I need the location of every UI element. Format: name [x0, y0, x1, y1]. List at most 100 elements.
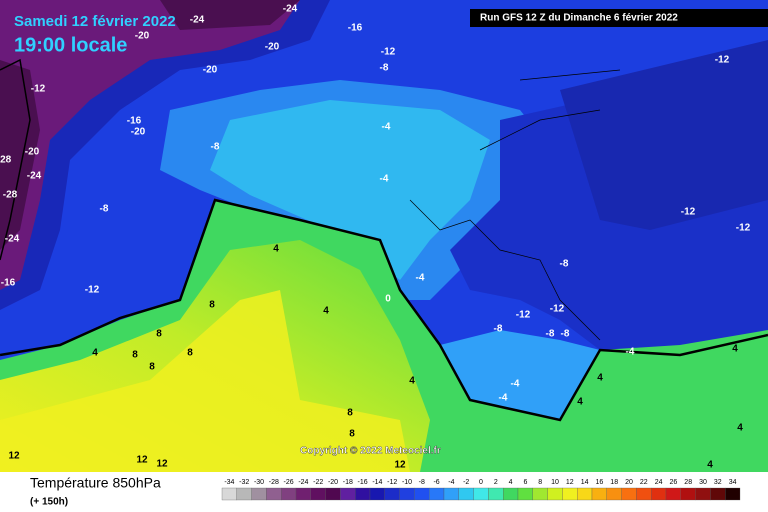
legend-label: 6 — [523, 479, 527, 486]
contour-label: -24 — [283, 4, 298, 15]
legend-swatch — [458, 487, 474, 501]
legend-swatch — [503, 487, 519, 501]
contour-label: 12 — [136, 455, 148, 466]
run-box — [470, 9, 768, 27]
legend-swatch — [488, 487, 504, 501]
contour-label: -8 — [380, 63, 389, 74]
legend-label: 4 — [509, 479, 513, 486]
contour-label: -4 — [626, 347, 635, 358]
legend-label: 8 — [538, 479, 542, 486]
legend-swatch — [473, 487, 489, 501]
contour-label: -4 — [416, 273, 425, 284]
contour-label: -16 — [127, 116, 142, 127]
legend-swatch — [340, 487, 356, 501]
contour-label: 4 — [707, 460, 713, 471]
legend-label: -10 — [402, 479, 412, 486]
contour-label: -20 — [203, 65, 218, 76]
contour-label: 8 — [149, 362, 155, 373]
footer-title: Température 850hPa — [30, 475, 161, 491]
legend-swatch — [399, 487, 415, 501]
contour-label: -28 — [0, 155, 12, 166]
contour-label: 8 — [156, 329, 162, 340]
map-background — [0, 0, 768, 472]
contour-label: 12 — [394, 460, 406, 471]
contour-labels: -24 -24 -20 -16 -20 -12 -20 -8 -12 -12 -16 -20 -4 -8 -… — [0, 4, 751, 471]
legend-swatch — [251, 487, 267, 501]
run-info: Run GFS 12 Z du Dimanche 6 février 2022 — [480, 13, 678, 24]
legend-swatch — [636, 487, 652, 501]
contour-label: 4 — [597, 373, 603, 384]
legend-swatch — [680, 487, 696, 501]
contour-label: 8 — [209, 300, 215, 311]
legend-swatch — [384, 487, 400, 501]
legend-swatch — [369, 487, 385, 501]
map-time: 19:00 locale — [14, 34, 127, 56]
contour-label: -20 — [25, 147, 40, 158]
legend-label: 34 — [729, 479, 737, 486]
legend-swatch — [562, 487, 578, 501]
contour-label: -8 — [546, 329, 555, 340]
contour-label: -4 — [499, 393, 508, 404]
legend-label: 18 — [610, 479, 618, 486]
contour-label: 4 — [323, 306, 329, 317]
contour-label: -20 — [265, 42, 280, 53]
map-date: Samedi 12 février 2022 — [14, 13, 176, 30]
color-legend: -34 -32 -30 -28 -26 -24 -22 -20 -18 -16 -14 -12 -10-… — [221, 479, 741, 501]
legend-label: 20 — [625, 479, 633, 486]
contour-label: 4 — [577, 397, 583, 408]
legend-swatch — [725, 487, 741, 501]
legend-label: -24 — [298, 479, 308, 486]
legend-swatch — [310, 487, 326, 501]
contour-label: -16 — [1, 278, 16, 289]
legend-swatch — [325, 487, 341, 501]
contour-label: -12 — [516, 310, 531, 321]
contour-label: 4 — [273, 244, 279, 255]
legend-swatch — [532, 487, 548, 501]
contour-label: 4 — [732, 344, 738, 355]
contour-label: -12 — [85, 285, 100, 296]
legend-label: 26 — [670, 479, 678, 486]
legend-swatch — [266, 487, 282, 501]
contour-label: -20 — [135, 31, 150, 42]
contour-label: 8 — [347, 408, 353, 419]
contour-label: 0 — [385, 294, 391, 305]
legend-label: 12 — [566, 479, 574, 486]
legend-swatch — [651, 487, 667, 501]
legend-swatch — [295, 487, 311, 501]
legend-swatch — [591, 487, 607, 501]
legend-label: 22 — [640, 479, 648, 486]
legend-label: -20 — [328, 479, 338, 486]
legend-label: -18 — [343, 479, 353, 486]
legend-label: 14 — [581, 479, 589, 486]
legend-label: -34 — [224, 479, 234, 486]
contour-label: -8 — [494, 324, 503, 335]
legend-swatch — [517, 487, 533, 501]
legend-label: -16 — [358, 479, 368, 486]
legend-label: 0 — [479, 479, 483, 486]
legend-swatch — [355, 487, 371, 501]
contour-label: -12 — [681, 207, 696, 218]
legend-swatch — [443, 487, 459, 501]
legend-label: 30 — [699, 479, 707, 486]
contour-label: 8 — [349, 429, 355, 440]
legend-label: 32 — [714, 479, 722, 486]
contour-label: -16 — [348, 23, 363, 34]
legend-swatch — [236, 487, 252, 501]
legend-swatch — [710, 487, 726, 501]
legend-label: -12 — [387, 479, 397, 486]
legend-label: 10 — [551, 479, 559, 486]
contour-label: -12 — [31, 84, 46, 95]
legend-swatch — [547, 487, 563, 501]
legend-swatch — [429, 487, 445, 501]
legend-swatch — [221, 487, 237, 501]
legend-label: -14 — [372, 479, 382, 486]
contour-label: -24 — [5, 234, 20, 245]
contour-label: -12 — [550, 304, 565, 315]
legend-label: -22 — [313, 479, 323, 486]
contour-label: 8 — [132, 350, 138, 361]
legend-label: -2 — [463, 479, 469, 486]
legend-label: -6 — [433, 479, 439, 486]
contour-label: -12 — [715, 55, 730, 66]
